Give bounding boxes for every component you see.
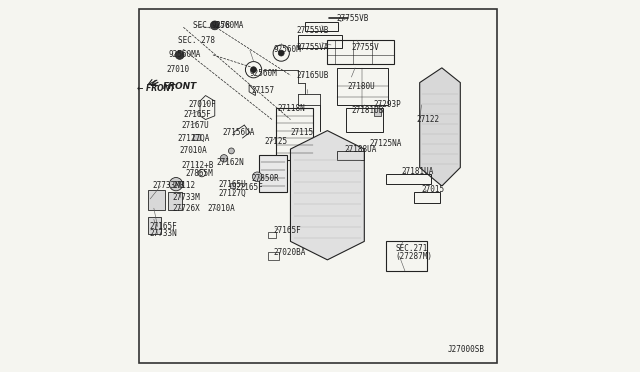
Text: 27726X: 27726X	[172, 203, 200, 213]
Text: 27165F: 27165F	[274, 226, 301, 235]
Text: 92560MA: 92560MA	[211, 21, 243, 30]
Text: 27181UB: 27181UB	[351, 106, 384, 115]
Polygon shape	[420, 68, 460, 186]
Bar	[387, 174, 431, 184]
Text: 92560MA: 92560MA	[168, 51, 201, 60]
Text: SEC. 278: SEC. 278	[193, 21, 230, 30]
Text: 27162N: 27162N	[216, 157, 244, 167]
Text: 27127QA: 27127QA	[178, 134, 210, 142]
Bar	[168, 192, 182, 210]
Text: 27755VB: 27755VB	[337, 13, 369, 22]
Text: 27167U: 27167U	[182, 121, 209, 129]
Circle shape	[251, 67, 257, 73]
Text: 27755V: 27755V	[351, 43, 379, 52]
Text: 27115: 27115	[291, 128, 314, 137]
Text: 27010A: 27010A	[207, 203, 235, 213]
Text: 27157: 27157	[252, 86, 275, 94]
Text: SEC.271: SEC.271	[396, 244, 428, 253]
Text: 27010F: 27010F	[189, 100, 217, 109]
Text: FRONT: FRONT	[163, 82, 197, 91]
Text: 27165F: 27165F	[184, 109, 211, 119]
Circle shape	[228, 148, 234, 154]
Text: 27127Q: 27127Q	[218, 189, 246, 198]
Text: 27733MB: 27733MB	[152, 182, 184, 190]
Text: 27733N: 27733N	[149, 230, 177, 238]
Text: 27755VB: 27755VB	[296, 26, 328, 35]
Bar	[193, 134, 200, 140]
Text: 27112: 27112	[172, 182, 195, 190]
Text: 27165UB: 27165UB	[296, 71, 328, 80]
Bar	[346, 109, 383, 132]
Circle shape	[252, 172, 262, 182]
Text: 27181UA: 27181UA	[401, 167, 434, 176]
Bar	[414, 192, 440, 203]
Text: 27015: 27015	[422, 185, 445, 194]
Bar	[230, 183, 235, 188]
Bar	[298, 35, 342, 48]
Text: SEC. 278: SEC. 278	[178, 36, 215, 45]
Text: 27125: 27125	[264, 137, 288, 146]
Text: 27020BA: 27020BA	[274, 248, 306, 257]
Bar	[387, 241, 427, 271]
Text: 27865M: 27865M	[185, 169, 213, 177]
Text: 27165F: 27165F	[235, 183, 263, 192]
Circle shape	[175, 51, 184, 60]
Bar	[328, 40, 394, 64]
Bar	[305, 22, 339, 31]
Text: ← FRONT: ← FRONT	[136, 84, 175, 93]
Polygon shape	[291, 131, 364, 260]
Bar	[276, 109, 312, 160]
Circle shape	[211, 21, 220, 30]
Text: 27293P: 27293P	[374, 100, 401, 109]
Circle shape	[170, 177, 182, 191]
Text: 27733M: 27733M	[172, 193, 200, 202]
Text: 27010A: 27010A	[180, 147, 207, 155]
Text: (27287M): (27287M)	[396, 251, 433, 261]
Text: 27180U: 27180U	[348, 82, 376, 91]
Text: 27125NA: 27125NA	[370, 139, 402, 148]
Bar	[148, 190, 165, 210]
Circle shape	[220, 155, 228, 162]
Text: 27112+B: 27112+B	[182, 161, 214, 170]
Bar	[259, 155, 287, 192]
Text: 27165F: 27165F	[149, 222, 177, 231]
Text: 27188UA: 27188UA	[344, 145, 376, 154]
Bar	[337, 68, 388, 105]
Bar	[268, 232, 276, 238]
Bar	[268, 253, 278, 260]
Bar	[337, 151, 364, 160]
Text: 92560M: 92560M	[250, 69, 278, 78]
Text: 27122: 27122	[416, 115, 439, 124]
Text: 27165U: 27165U	[218, 180, 246, 189]
Text: J27000SB: J27000SB	[447, 345, 484, 354]
Bar	[374, 109, 381, 116]
Text: 27156UA: 27156UA	[222, 128, 255, 137]
Circle shape	[278, 50, 284, 56]
Text: 27755VA: 27755VA	[296, 43, 328, 52]
Text: 27010: 27010	[167, 65, 190, 74]
Text: 27118N: 27118N	[278, 104, 305, 113]
Text: 27850R: 27850R	[252, 174, 280, 183]
Text: 92560M: 92560M	[274, 45, 301, 54]
Bar	[148, 217, 161, 234]
